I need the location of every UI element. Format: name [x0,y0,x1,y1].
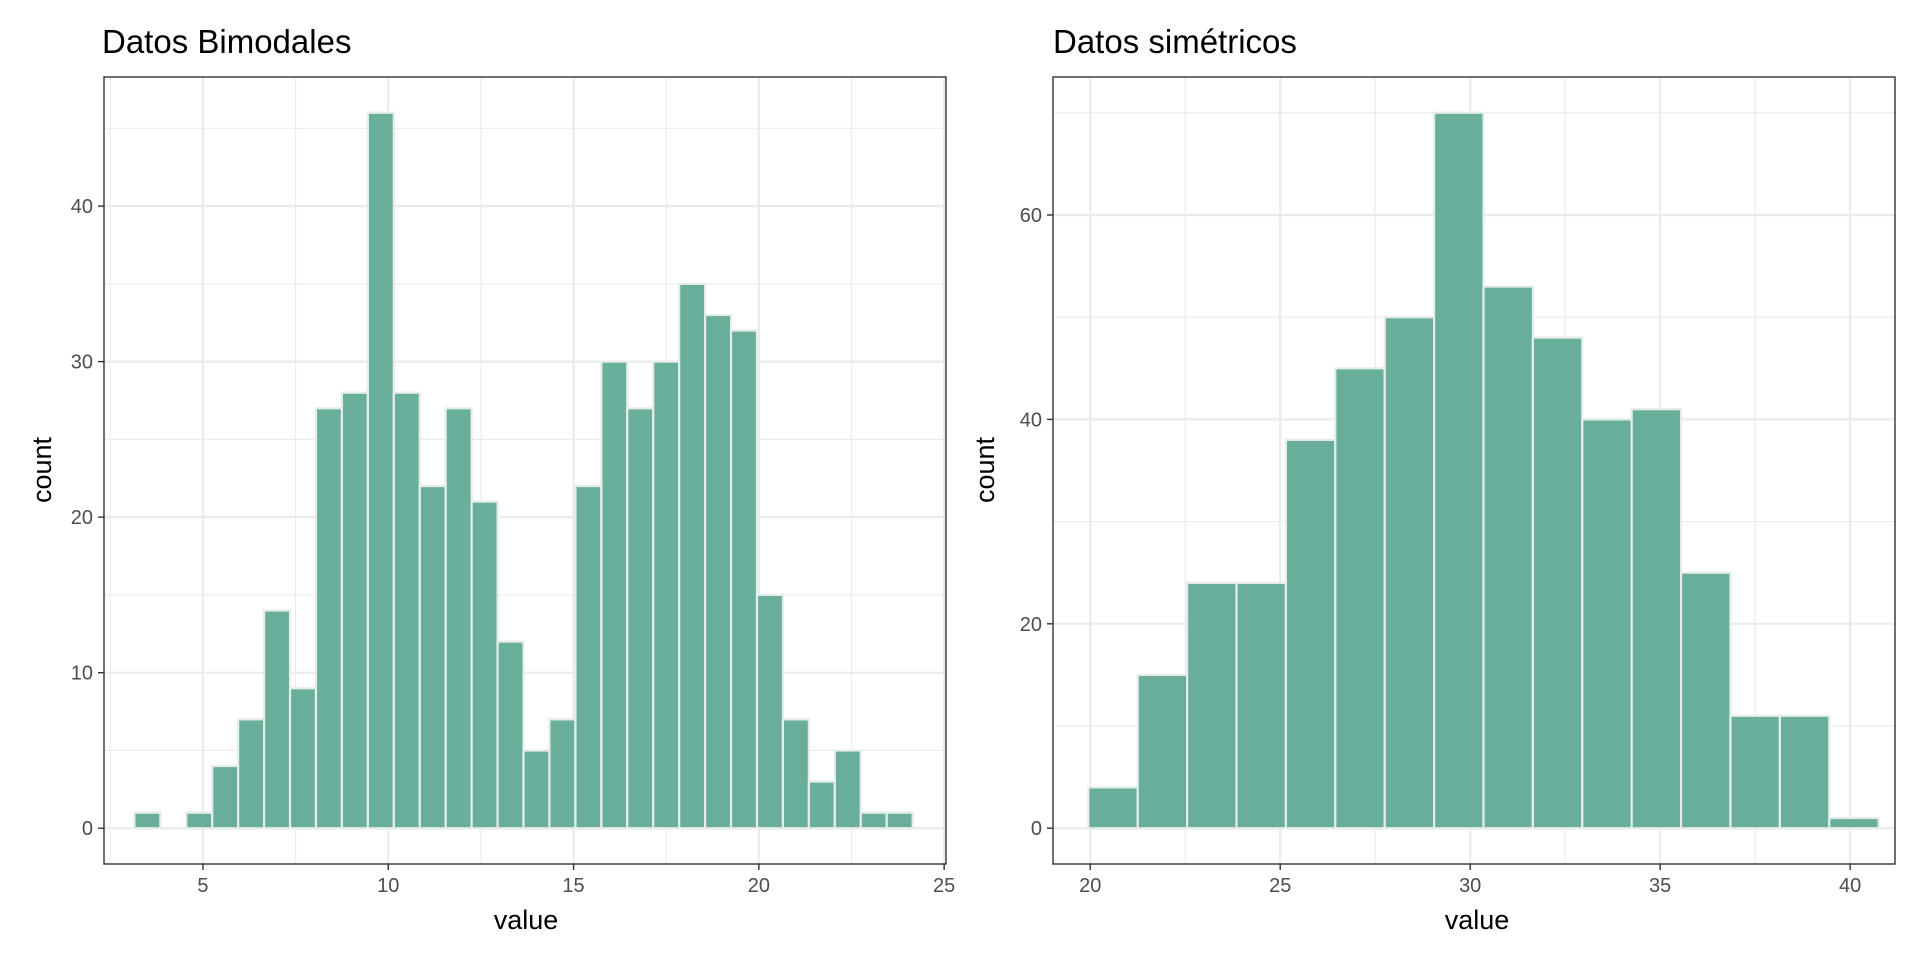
histogram-bar [755,593,785,830]
histogram-bar [185,811,214,830]
histogram-bar [1334,367,1386,830]
histogram-bar [833,749,862,830]
histogram-bar [1630,408,1683,830]
histogram-bar [1087,786,1139,830]
y-tick-label: 30 [71,352,93,374]
y-tick-label: 40 [1020,409,1042,431]
histogram-bar [418,484,447,830]
histogram-bar [1531,336,1584,830]
y-axis-label: count [970,436,1000,503]
histogram-bars [133,111,914,830]
x-axis-label: value [1445,905,1510,935]
histogram-bar [626,407,655,830]
x-tick-label: 20 [748,875,770,897]
y-tick-label: 20 [1020,614,1042,636]
y-axis-label: count [27,436,57,503]
histogram-bar [314,407,344,830]
histogram-bar [885,811,914,830]
histogram-bar [1284,438,1337,830]
histogram-bar [1778,714,1831,830]
x-tick-label: 35 [1649,875,1671,897]
histogram-bar [729,329,759,830]
histogram-bar [859,811,888,830]
x-tick-label: 20 [1079,875,1101,897]
histogram-bar [340,391,369,830]
histogram-bars [1087,111,1880,830]
histogram-bar [1828,816,1880,830]
histogram-bar [1383,316,1436,830]
histogram-bar [444,407,473,830]
x-tick-label: 5 [197,875,208,897]
x-axis-label: value [494,905,559,935]
histogram-bar [366,111,395,830]
y-tick-label: 60 [1020,205,1042,227]
plot-panel-border [103,76,947,865]
y-tick-label: 0 [1031,818,1042,840]
histogram-bar [704,313,733,830]
histogram-chart-bimodal: Datos Bimodales value count 5 10 15 20 25 0 10… [27,23,955,935]
histogram-bar [392,391,421,830]
histogram-panel-bimodal: Datos Bimodales value count 5 10 15 20 25 0 10… [27,23,955,935]
y-tick-label: 40 [71,196,93,218]
chart-title: Datos Bimodales [102,23,351,60]
histogram-bar [211,764,240,830]
y-tick-label: 0 [82,818,93,840]
y-tick-label: 20 [71,507,93,529]
histogram-bar [496,640,525,830]
x-tick-label: 25 [933,875,955,897]
x-tick-label: 30 [1459,875,1481,897]
x-tick-label: 25 [1269,875,1291,897]
histogram-bar [288,687,318,830]
histogram-bar [1679,571,1732,830]
x-tick-label: 10 [377,875,399,897]
grid-lines [104,77,946,864]
histogram-bar [1186,581,1238,830]
plot-panel-border [1052,76,1896,865]
histogram-bar [781,718,810,830]
x-tick-label: 15 [562,875,584,897]
histogram-bar [1581,418,1633,830]
histogram-bar [1235,581,1288,830]
histogram-bar [1482,285,1534,830]
histogram-panel-symmetric: Datos simétricos value count 20 25 30 35 40 0… [960,0,1920,960]
histogram-bar [133,811,162,830]
histogram-bar [678,282,707,830]
histogram-bar [1136,673,1189,830]
histogram-bar [522,749,551,830]
x-tick-label: 40 [1839,875,1861,897]
chart-title: Datos simétricos [1053,23,1297,60]
histogram-bar [652,360,681,830]
histogram-bar [1729,714,1781,830]
histogram-bar [237,718,266,830]
histogram-chart-symmetric: Datos simétricos value count 20 25 30 35 40 0… [970,23,1896,935]
histogram-bar [600,360,629,830]
histogram-bar [262,609,292,830]
y-tick-label: 10 [71,663,93,685]
histogram-bar [470,500,499,830]
histogram-bar [1433,111,1485,830]
histogram-bar [548,718,577,830]
histogram-bar [807,780,836,830]
histogram-bar [574,484,603,830]
